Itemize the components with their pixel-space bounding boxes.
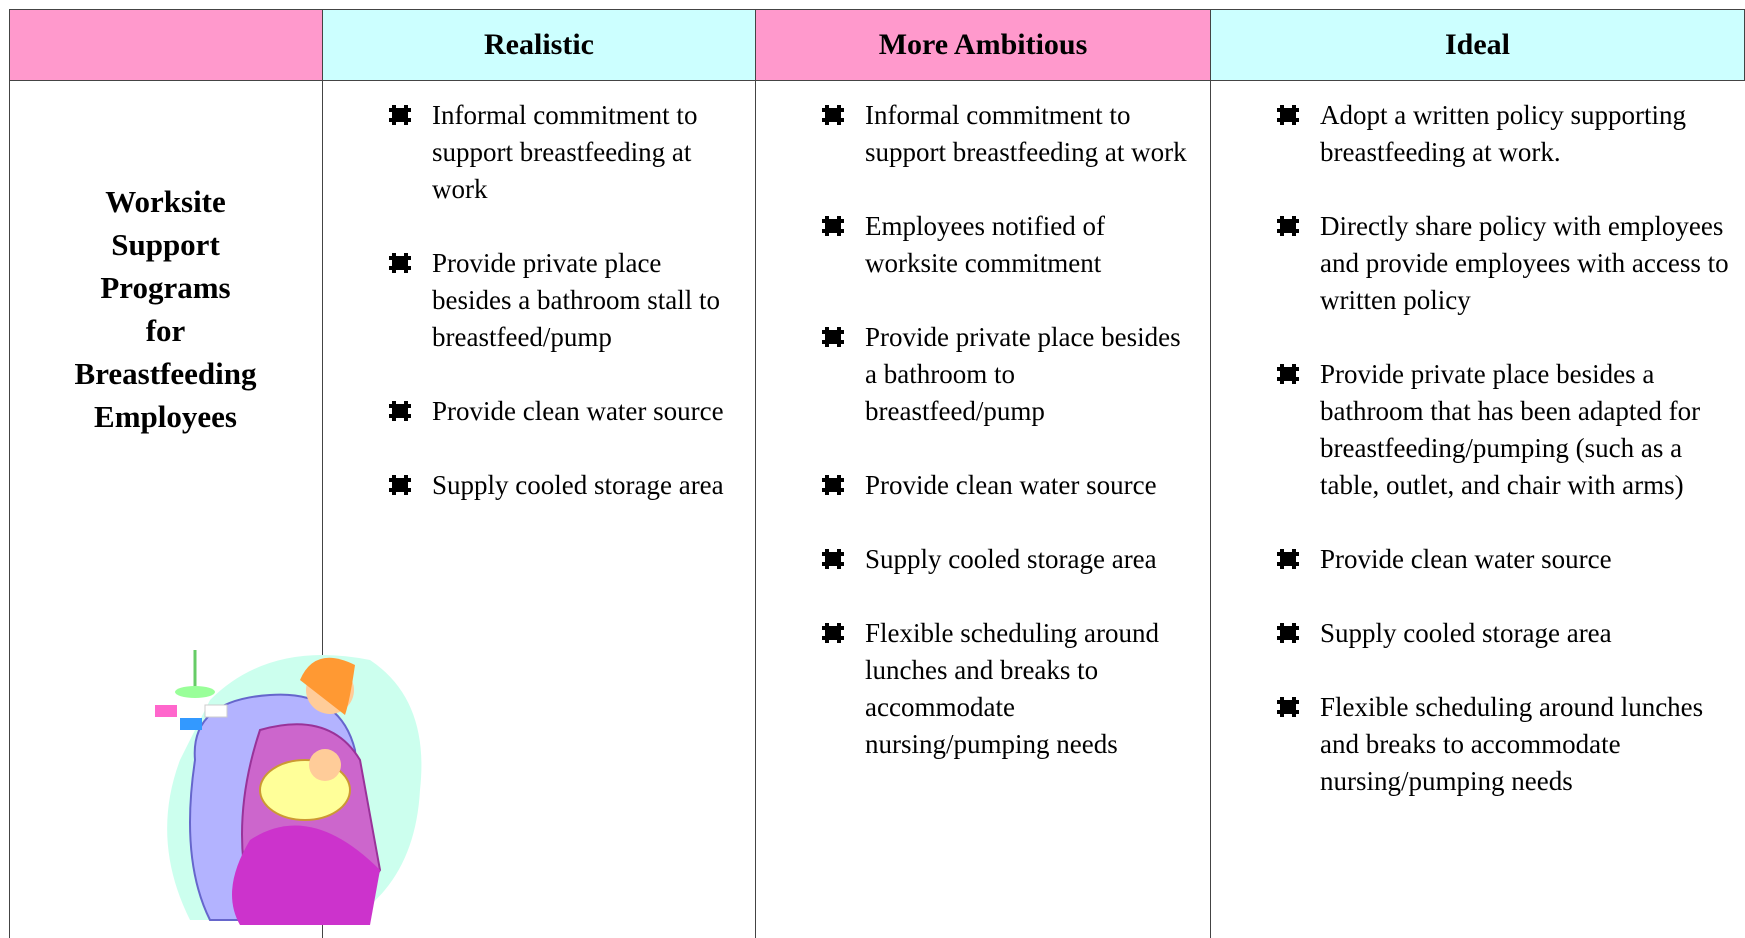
bullet [389, 475, 411, 495]
header-cell: Realistic [322, 9, 756, 81]
border [1210, 81, 1211, 938]
list-item: Provide clean water source [389, 393, 724, 430]
item-text: Provide clean water source [1320, 544, 1612, 574]
bullet [822, 216, 844, 236]
row-label-line: for [145, 313, 186, 348]
item-text: Supply cooled storage area [1320, 618, 1612, 648]
item-text: Employees notified of worksite commitmen… [865, 211, 1105, 278]
item-text: Supply cooled storage area [865, 544, 1157, 574]
list-item: Directly share policy with employees and… [1277, 208, 1732, 319]
bullet [1277, 697, 1299, 717]
column: Informal commitment to support breastfee… [389, 97, 724, 541]
bullet [1277, 623, 1299, 643]
item-text: Informal commitment to support breastfee… [865, 100, 1187, 167]
clipart [155, 650, 422, 925]
list-item: Employees notified of worksite commitmen… [822, 208, 1187, 282]
header-cell: Ideal [1210, 9, 1745, 81]
item-text: Provide private place besides a bathroom… [432, 248, 720, 352]
bullet [822, 475, 844, 495]
border [322, 81, 323, 938]
list-item: Provide private place besides a bathroom… [389, 245, 724, 356]
item-text: Flexible scheduling around lunches and b… [1320, 692, 1704, 796]
item-text: Adopt a written policy supporting breast… [1320, 100, 1686, 167]
list-item: Provide clean water source [822, 467, 1187, 504]
row-label-line: Support [111, 227, 220, 262]
row-label-line: Worksite [105, 184, 226, 219]
item-text: Informal commitment to support breastfee… [432, 100, 698, 204]
list-item: Adopt a written policy supporting breast… [1277, 97, 1732, 171]
bullet [1277, 549, 1299, 569]
bullet [822, 327, 844, 347]
list-item: Supply cooled storage area [389, 467, 724, 504]
column: Informal commitment to support breastfee… [822, 97, 1187, 800]
item-text: Provide private place besides a bathroom… [1320, 359, 1701, 500]
item-text: Provide clean water source [432, 396, 724, 426]
list-item: Informal commitment to support breastfee… [822, 97, 1187, 171]
list-item: Supply cooled storage area [1277, 615, 1732, 652]
item-text: Provide clean water source [865, 470, 1157, 500]
bullet [822, 549, 844, 569]
border [9, 81, 10, 938]
row-label-line: Employees [94, 399, 237, 434]
item-text: Provide private place besides a bathroom… [865, 322, 1181, 426]
bullet [822, 623, 844, 643]
bullet [822, 105, 844, 125]
bullet [389, 401, 411, 421]
bullet [1277, 364, 1299, 384]
header-cell: More Ambitious [755, 9, 1211, 81]
list-item: Flexible scheduling around lunches and b… [1277, 689, 1732, 800]
list-item: Supply cooled storage area [822, 541, 1187, 578]
item-text: Flexible scheduling around lunches and b… [865, 618, 1159, 759]
column: Adopt a written policy supporting breast… [1277, 97, 1732, 837]
border [755, 81, 756, 938]
list-item: Provide private place besides a bathroom… [822, 319, 1187, 430]
bullet [1277, 216, 1299, 236]
bullet [1277, 105, 1299, 125]
row-label-line: Breastfeeding [74, 356, 257, 391]
bullet [389, 105, 411, 125]
bullet [389, 253, 411, 273]
header-corner [9, 9, 323, 81]
row-label: Worksite Support Programs for Breastfeeding E… [9, 180, 322, 438]
row-label-line: Programs [100, 270, 231, 305]
list-item: Flexible scheduling around lunches and b… [822, 615, 1187, 763]
list-item: Informal commitment to support breastfee… [389, 97, 724, 208]
list-item: Provide clean water source [1277, 541, 1732, 578]
item-text: Supply cooled storage area [432, 470, 724, 500]
list-item: Provide private place besides a bathroom… [1277, 356, 1732, 504]
item-text: Directly share policy with employees and… [1320, 211, 1729, 315]
